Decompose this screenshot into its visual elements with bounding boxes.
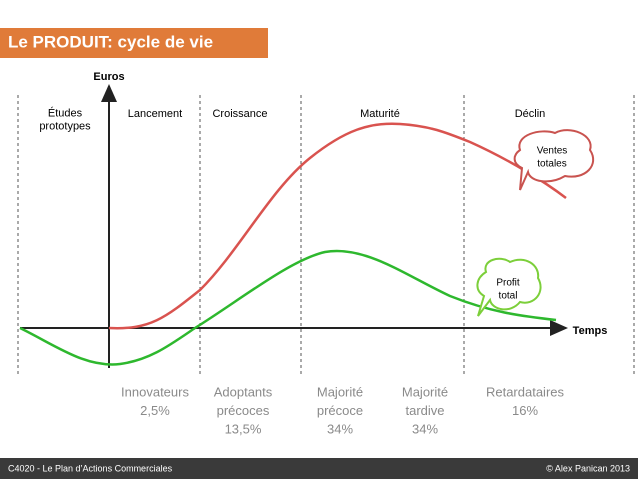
- profit-callout: Profit total: [476, 257, 542, 317]
- segment-label: 13,5%: [225, 421, 262, 436]
- title-bar: [0, 28, 268, 58]
- phase-label: prototypes: [39, 120, 91, 132]
- segment-label: 16%: [512, 403, 538, 418]
- phase-dividers: [17, 95, 635, 375]
- profit-curve: [19, 249, 557, 366]
- segment-label: Innovateurs: [121, 384, 189, 399]
- callout-text: Ventes: [537, 146, 568, 157]
- sales-curve: [108, 122, 567, 330]
- phase-label: Lancement: [128, 108, 182, 120]
- segment-label: 34%: [327, 421, 353, 436]
- y-axis-label: Euros: [93, 71, 124, 83]
- segment-label: Majorité: [317, 384, 363, 399]
- segment-label: 2,5%: [140, 403, 170, 418]
- phase-label: Croissance: [212, 108, 267, 120]
- phase-label: Maturité: [360, 108, 400, 120]
- segment-labels: Innovateurs 2,5% Adoptants précoces 13,5% Maj…: [121, 384, 564, 436]
- segment-label: Adoptants: [214, 384, 273, 399]
- footer-right: © Alex Panican 2013: [546, 463, 630, 473]
- slide-title: Le PRODUIT: cycle de vie: [8, 32, 213, 51]
- segment-label: Majorité: [402, 384, 448, 399]
- segment-label: tardive: [405, 403, 444, 418]
- callout-text: totales: [537, 159, 566, 170]
- sales-callout: Ventes totales: [513, 129, 595, 191]
- segment-label: Retardataires: [486, 384, 565, 399]
- footer-left: C4020 - Le Plan d’Actions Commerciales: [8, 463, 173, 473]
- x-axis-label: Temps: [573, 325, 608, 337]
- phase-label: Déclin: [515, 108, 546, 120]
- segment-label: précoce: [317, 403, 363, 418]
- segment-label: précoces: [217, 403, 270, 418]
- phase-label: Études: [48, 106, 83, 119]
- callout-text: total: [499, 291, 518, 302]
- footer-bar: [0, 458, 638, 479]
- callout-text: Profit: [496, 278, 520, 289]
- segment-label: 34%: [412, 421, 438, 436]
